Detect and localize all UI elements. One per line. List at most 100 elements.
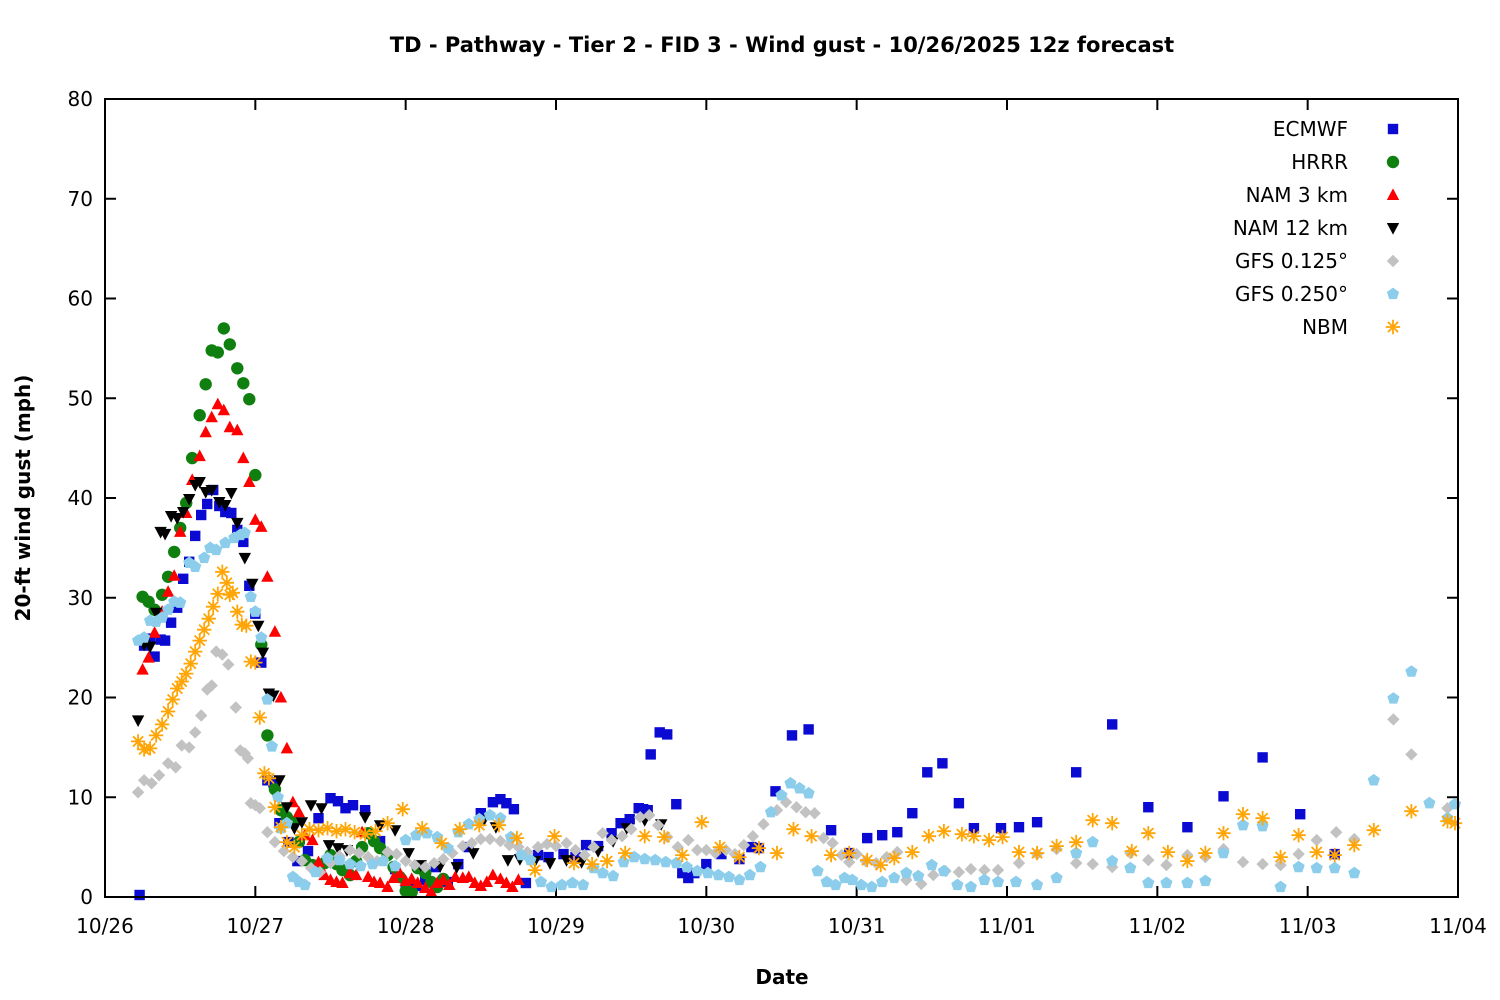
marker-triangle-up xyxy=(161,585,175,597)
marker-pentagon xyxy=(271,790,284,803)
marker-asterisk xyxy=(1309,844,1324,860)
marker-pentagon xyxy=(820,875,833,888)
marker-square xyxy=(1071,767,1082,778)
marker-triangle-down xyxy=(252,620,265,633)
marker-triangle-down xyxy=(295,817,309,829)
marker-pentagon xyxy=(775,788,788,801)
marker-asterisk xyxy=(380,816,395,831)
marker-pentagon xyxy=(865,880,878,893)
legend-item-gfs-0-125-: GFS 0.125° xyxy=(1235,249,1400,273)
marker-diamond xyxy=(399,854,412,868)
marker-diamond xyxy=(249,799,262,812)
marker-pentagon xyxy=(680,860,693,873)
marker-diamond xyxy=(1142,853,1155,867)
marker-triangle-down xyxy=(231,517,244,530)
marker-square xyxy=(683,872,694,884)
marker-square xyxy=(244,580,255,591)
marker-asterisk xyxy=(905,844,920,860)
marker-asterisk xyxy=(712,839,728,855)
marker-diamond xyxy=(790,801,803,814)
marker-square xyxy=(325,793,336,804)
marker-pentagon xyxy=(1423,796,1436,809)
marker-triangle-down xyxy=(267,690,280,703)
marker-diamond xyxy=(1012,856,1026,870)
marker-diamond xyxy=(671,840,684,854)
marker-diamond xyxy=(652,819,665,832)
marker-asterisk xyxy=(219,575,235,590)
marker-triangle-up xyxy=(142,651,155,663)
marker-asterisk xyxy=(205,599,221,614)
y-axis-title: 20-ft wind gust (mph) xyxy=(11,375,35,622)
marker-pentagon xyxy=(1328,861,1341,874)
marker-asterisk xyxy=(192,633,207,648)
marker-asterisk xyxy=(154,717,170,732)
marker-diamond xyxy=(1292,847,1305,861)
y-tick-label: 20 xyxy=(68,686,93,710)
marker-square xyxy=(1387,123,1399,135)
marker-pentagon xyxy=(1274,880,1287,893)
marker-pentagon xyxy=(265,740,278,752)
marker-pentagon xyxy=(846,873,859,886)
marker-square xyxy=(463,841,474,853)
marker-diamond xyxy=(169,761,182,774)
marker-diamond xyxy=(835,848,848,862)
y-tick-label: 0 xyxy=(80,885,93,909)
marker-diamond xyxy=(634,811,647,824)
y-tick-label: 30 xyxy=(68,586,93,610)
marker-pentagon xyxy=(261,693,274,705)
marker-pentagon xyxy=(991,875,1005,888)
marker-diamond xyxy=(900,873,913,887)
marker-pentagon xyxy=(577,878,590,891)
marker-triangle-up xyxy=(512,873,525,885)
marker-pentagon xyxy=(1310,861,1323,874)
marker-diamond xyxy=(915,877,928,891)
marker-triangle-up xyxy=(255,520,268,532)
marker-diamond xyxy=(183,741,196,754)
marker-square xyxy=(475,808,486,819)
marker-diamond xyxy=(222,658,235,671)
marker-diamond xyxy=(746,830,760,843)
marker-triangle-down xyxy=(322,840,336,852)
marker-triangle-up xyxy=(387,871,400,883)
marker-triangle-up xyxy=(318,868,331,881)
marker-pentagon xyxy=(607,869,620,882)
marker-pentagon xyxy=(691,864,704,877)
marker-asterisk xyxy=(921,829,936,844)
plot-border xyxy=(104,98,1459,898)
marker-square xyxy=(220,506,231,518)
marker-triangle-up xyxy=(494,872,507,884)
marker-asterisk xyxy=(311,823,326,838)
legend-label: NBM xyxy=(1302,315,1348,339)
x-tick-label: 10/29 xyxy=(527,914,585,938)
marker-triangle-up xyxy=(148,626,161,638)
marker-pentagon xyxy=(1386,287,1400,300)
marker-asterisk xyxy=(1180,853,1195,869)
marker-pentagon xyxy=(937,864,950,877)
marker-asterisk xyxy=(842,845,857,861)
data-points-layer xyxy=(130,322,1463,901)
marker-diamond xyxy=(1160,858,1173,872)
marker-pentagon xyxy=(238,526,251,539)
marker-triangle-up xyxy=(261,570,274,582)
marker-diamond xyxy=(238,747,251,760)
marker-asterisk xyxy=(1366,823,1382,838)
marker-square xyxy=(159,635,171,646)
marker-diamond xyxy=(304,861,318,875)
marker-square xyxy=(701,858,712,870)
marker-circle xyxy=(223,338,236,351)
marker-pentagon xyxy=(764,805,778,818)
marker-asterisk xyxy=(694,815,709,830)
marker-asterisk xyxy=(160,704,176,719)
marker-diamond xyxy=(390,847,403,861)
marker-triangle-down xyxy=(402,848,415,860)
marker-diamond xyxy=(587,840,600,854)
marker-diamond xyxy=(891,845,904,859)
marker-diamond xyxy=(286,850,300,864)
marker-triangle-up xyxy=(411,876,424,888)
marker-circle xyxy=(231,362,244,375)
marker-triangle-down xyxy=(225,488,238,500)
marker-pentagon xyxy=(1236,818,1250,831)
marker-diamond xyxy=(808,807,821,820)
marker-triangle-up xyxy=(419,881,432,893)
